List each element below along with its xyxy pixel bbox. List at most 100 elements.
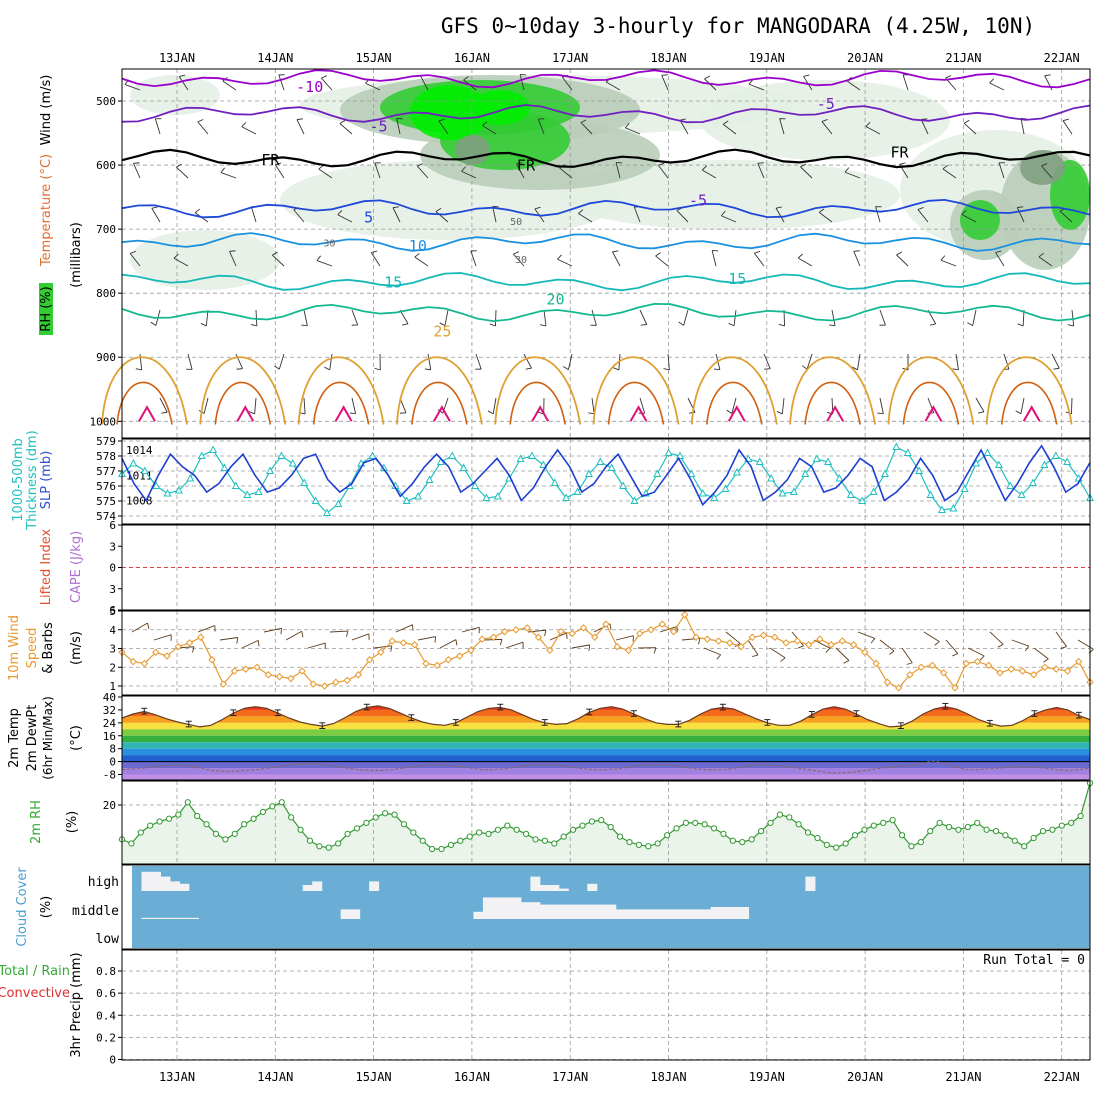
cloud-middle-bar: [625, 909, 636, 919]
cape-legend-label: CAPE (J/kg): [69, 531, 84, 603]
thickness-marker: [231, 481, 240, 489]
upper-wind-barb: [567, 353, 573, 370]
thickness-marker: [789, 487, 798, 495]
rh2m-marker: [814, 834, 821, 842]
wind-speed-marker: [377, 648, 385, 656]
upper-wind-barb: [197, 121, 209, 135]
slp-tick-label: 1014: [126, 444, 153, 457]
thickness-marker: [687, 469, 696, 477]
rh2m-marker: [1068, 819, 1075, 826]
upper-wind-barb: [236, 368, 243, 370]
contour-label: 20: [546, 291, 564, 309]
precip-tick-label: 0.4: [96, 1009, 116, 1022]
cloud-middle-bar: [577, 904, 588, 919]
wind-speed-marker: [399, 639, 408, 647]
upper-wind-barb: [921, 118, 928, 120]
temp-tick-label: 32: [103, 704, 116, 717]
upper-wind-barb: [563, 366, 569, 370]
thickness-marker: [778, 488, 787, 497]
upper-wind-barb: [494, 309, 497, 327]
cloud-middle-bar: [568, 904, 579, 919]
upper-wind-barb: [365, 82, 381, 91]
upper-wind-barb: [562, 76, 573, 91]
thickness-marker: [915, 466, 924, 474]
isotherm-25: [592, 356, 680, 425]
upper-wind-barb: [349, 412, 356, 415]
temp-band: [122, 774, 1090, 781]
cloud-high-bar: [312, 881, 323, 891]
cloud-middle-bar: [672, 909, 683, 919]
upper-wind-barb: [241, 126, 257, 135]
thickness-marker: [300, 478, 309, 486]
isotherm-30: [706, 381, 763, 425]
thickness-marker: [448, 451, 457, 459]
upper-wind-barb: [337, 214, 353, 223]
surface-wind-barb: [131, 622, 148, 633]
wind-speed-marker: [152, 648, 160, 656]
surface-wind-barb: [588, 644, 591, 651]
rh2m-marker: [541, 837, 549, 844]
upper-wind-barb: [776, 411, 783, 415]
isotherm-30: [804, 381, 861, 425]
upper-wind-barb: [492, 397, 497, 414]
upper-wind-barb: [801, 365, 808, 370]
rh2m-marker: [917, 839, 924, 846]
upper-wind-barb: [754, 250, 761, 254]
upper-wind-barb: [470, 250, 477, 267]
upper-wind-barb: [173, 257, 189, 267]
upper-wind-barb: [733, 309, 737, 326]
wind-speed-marker: [174, 642, 182, 651]
wind-tick-label: 2: [109, 661, 116, 674]
cloud-middle-bar: [606, 904, 617, 919]
upper-wind-barb: [161, 411, 168, 414]
cloud-high-bar: [539, 885, 550, 891]
upper-wind-barb: [444, 309, 449, 326]
rh-shading: [470, 90, 530, 125]
wind-speed-marker: [546, 646, 554, 655]
upper-wind-barb: [489, 323, 496, 327]
wind-frame: [121, 610, 1091, 696]
thickness-marker: [812, 454, 821, 462]
temp-band: [122, 755, 1090, 762]
surface-wind-barb: [615, 635, 634, 641]
wind-speed-marker: [984, 661, 993, 670]
upper-wind-barb: [278, 353, 285, 370]
temp-band: [122, 735, 1090, 743]
surface-wind-barb: [1011, 639, 1030, 647]
rh2m-tick-label: 20: [103, 799, 116, 812]
upper-wind-barb: [929, 323, 936, 326]
wind-speed-marker: [692, 633, 700, 641]
surface-wind-barb: [653, 647, 657, 654]
rh2m-marker: [964, 823, 971, 831]
wind-speed-marker: [928, 661, 937, 670]
wind-speed-marker: [917, 663, 925, 671]
upper-wind-barb: [392, 207, 401, 223]
thickness-marker: [209, 445, 218, 453]
surface-wind-barb: [329, 630, 348, 633]
isotherm-25: [690, 356, 778, 425]
surface-wind-barb: [888, 650, 895, 655]
isotherm-30: [312, 381, 370, 425]
rh2m-marker: [194, 812, 201, 820]
cloud-middle-bar: [160, 917, 171, 919]
upper-wind-barb: [1044, 74, 1051, 77]
date-label-bottom: 15JAN: [356, 1070, 392, 1084]
cloud-middle-bar: [492, 897, 503, 919]
wind-speed-marker: [771, 633, 779, 641]
surface-wind-barb: [236, 637, 239, 644]
cloud-high-bar: [530, 876, 541, 891]
temp-tick-label: 8: [109, 743, 116, 756]
upper-wind-barb: [945, 75, 952, 79]
temp-legend-4: (°C): [69, 725, 84, 751]
surface-wind-barb: [906, 662, 913, 665]
rh2m-marker: [429, 845, 436, 853]
upper-wind-barb: [1062, 118, 1069, 122]
upper-wind-barb: [1017, 206, 1024, 208]
rh2m-marker: [682, 819, 689, 826]
contour-label: 50: [510, 217, 522, 228]
upper-wind-barb: [803, 74, 810, 77]
upper-wind-barb: [640, 324, 647, 326]
upper-wind-barb: [154, 118, 161, 135]
upper-wind-barb: [728, 322, 735, 327]
